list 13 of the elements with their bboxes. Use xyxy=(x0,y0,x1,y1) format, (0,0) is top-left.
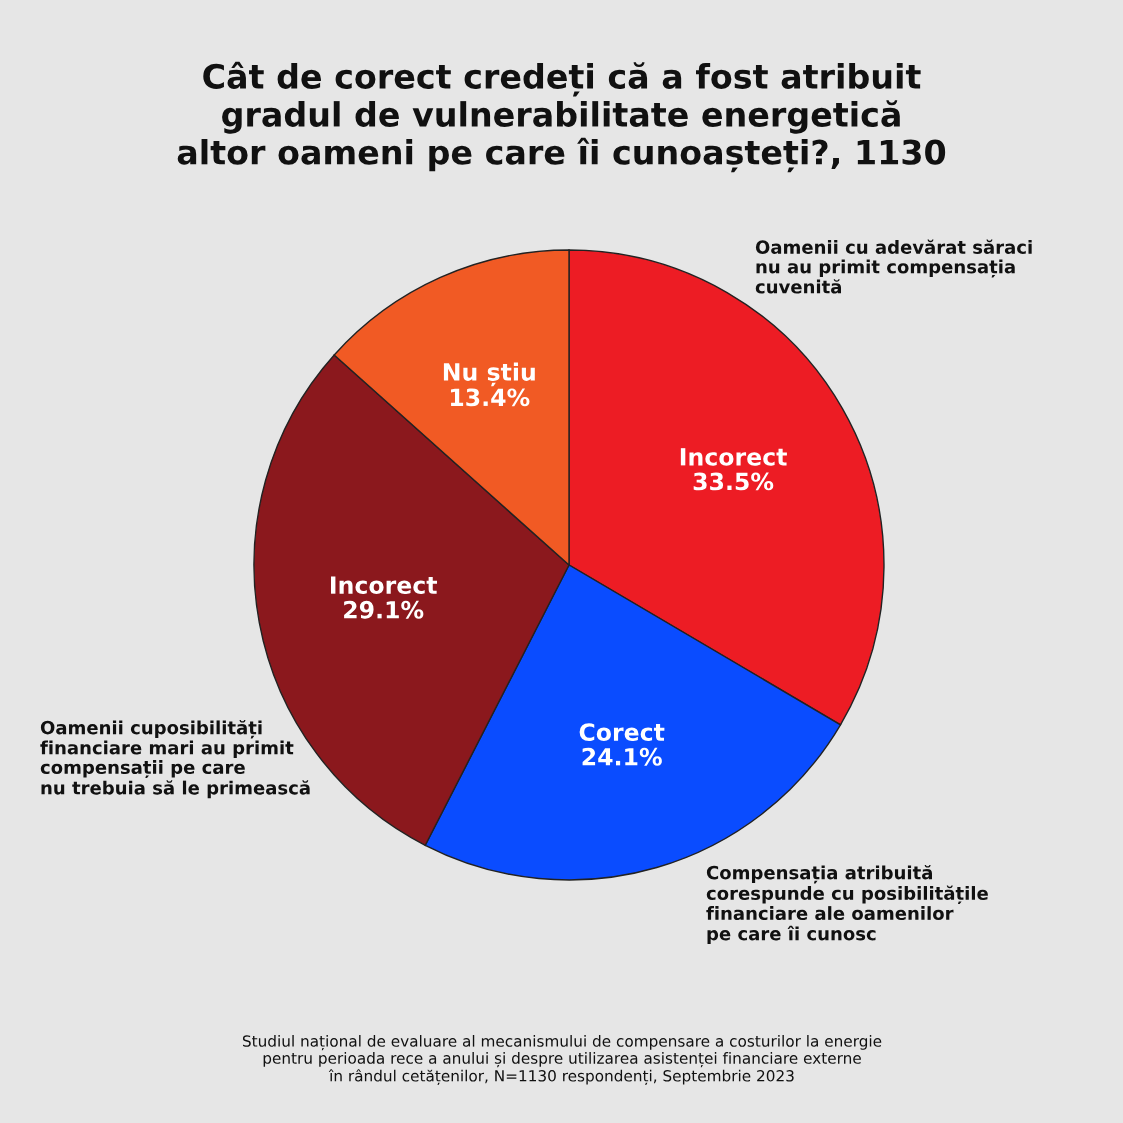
slice-label: Nu știu xyxy=(443,362,535,387)
text: Oamenii cuposibilități financiare mari au primit compensații pe care nu trebuia să le primească xyxy=(40,720,310,799)
data-label: 33.5% xyxy=(693,472,774,491)
data-label: 13.4% xyxy=(450,388,530,407)
text: Compensația atribuită corespunde cu posibilitățile financiare ale oamenilor pe care îi cunosc xyxy=(706,865,988,944)
slice-label: Incorect xyxy=(680,448,787,466)
data-label: 24.1% xyxy=(582,747,662,766)
text: Studiul național de evaluare al mecanismului de compensare a costurilor la energie pentru perioada rece a anului și despre utilizarea asistenței financiare externe în rândul cetățenilor, N=1130 respondenți, Septembrie 2023 xyxy=(242,1035,882,1086)
text: Oamenii cu adevărat săraci nu au primit compensația cuvenită xyxy=(755,239,1032,294)
slice-label: Corect xyxy=(579,723,665,742)
slice-label: Incorect xyxy=(330,576,438,595)
data-label: 29.1% xyxy=(344,600,424,619)
chart-title: Cât de corect credeți că a fost atribuit gradul de vulnerabilitate energetică altor oameni pe care îi cunoașteți?, 1130 xyxy=(177,61,946,173)
